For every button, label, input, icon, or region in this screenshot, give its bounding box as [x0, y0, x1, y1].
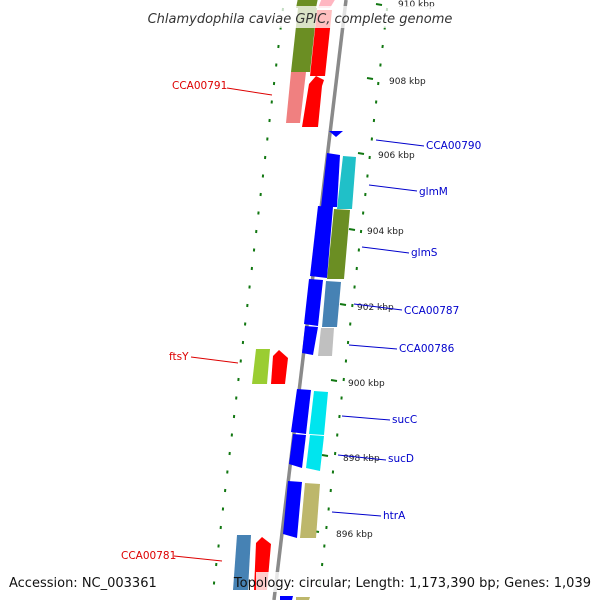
gene-block-bottom-blue[interactable] [280, 596, 293, 600]
scale-label: 902 kbp [357, 303, 394, 313]
leader-line [331, 511, 382, 517]
map-title: Chlamydophila caviae GPIC, complete geno… [148, 12, 453, 27]
major-tick-mark [339, 303, 347, 306]
footer-backdrop-left [4, 572, 160, 592]
major-tick-mark [366, 77, 374, 80]
gene-block-sucD[interactable] [289, 434, 306, 468]
gene-labels: CCA00791 CCA00790 glmM glmS CCA00787 CCA… [121, 80, 481, 562]
leader-line [348, 344, 398, 350]
gene-block-sucD-product[interactable] [306, 435, 324, 471]
topology-text: Topology: circular; Length: 1,173,390 bp… [233, 576, 591, 591]
gene-label-cca00781[interactable]: CCA00781 [121, 550, 176, 562]
title-backdrop [138, 6, 464, 28]
gene-block-sucC-product[interactable] [309, 391, 328, 435]
gene-features [233, 0, 356, 600]
gene-block-glmS[interactable] [310, 206, 333, 278]
gene-block-glmS-product[interactable] [327, 209, 350, 279]
major-tick-mark [348, 228, 356, 231]
gene-block-cca00786-product[interactable] [318, 328, 334, 356]
gene-block-cca00787[interactable] [304, 279, 323, 326]
scale-label: 904 kbp [367, 227, 404, 237]
gene-block-cca00787-product[interactable] [322, 281, 341, 327]
gene-block-salmon[interactable] [286, 72, 306, 123]
gene-label-ftsY[interactable]: ftsY [169, 351, 189, 363]
gene-label-cca00786[interactable]: CCA00786 [399, 343, 455, 355]
scale-labels: 910 kbp 908 kbp 906 kbp 904 kbp 902 kbp … [336, 0, 435, 540]
leader-line [190, 356, 239, 364]
leader-line [226, 87, 273, 96]
major-tick-mark [321, 454, 329, 457]
gene-leader-lines [173, 87, 425, 562]
scale-label: 906 kbp [378, 151, 415, 161]
scale-label: 900 kbp [348, 379, 385, 389]
footer-backdrop-right [256, 572, 596, 592]
scale-label: 910 kbp [398, 0, 435, 10]
gene-block-ftsY[interactable] [271, 350, 288, 384]
gene-label-cca00787[interactable]: CCA00787 [404, 305, 459, 317]
gene-block-glmM-product[interactable] [337, 156, 356, 209]
leader-line [375, 139, 425, 147]
gene-block-glmM[interactable] [321, 153, 340, 207]
leader-line [368, 184, 418, 192]
scale-label: 896 kbp [336, 530, 373, 540]
gene-label-sucD[interactable]: sucD [388, 453, 414, 465]
gene-label-sucC[interactable]: sucC [392, 414, 417, 426]
scale-label: 898 kbp [343, 454, 380, 464]
scale-label: 908 kbp [389, 77, 426, 87]
major-tick-mark [357, 152, 365, 155]
tick-rails [212, 3, 389, 585]
leader-line [361, 246, 410, 254]
major-tick-mark [375, 3, 383, 6]
gene-block-htrA[interactable] [283, 481, 302, 538]
gene-block-sucC[interactable] [291, 389, 311, 434]
gene-label-glmM[interactable]: glmM [419, 186, 448, 198]
gene-block-ftsY-product[interactable] [252, 349, 270, 384]
gene-label-cca00791[interactable]: CCA00791 [172, 80, 227, 92]
leader-line [353, 303, 403, 311]
gene-block-cca00781-product[interactable] [233, 535, 251, 590]
leader-line [337, 454, 387, 461]
leader-line [341, 415, 391, 421]
gene-arrow-cca00790[interactable] [329, 131, 343, 137]
leader-line [173, 555, 223, 562]
gene-block-cca00786[interactable] [302, 326, 318, 355]
major-tick-mark [330, 379, 338, 382]
gene-block-bottom-tan[interactable] [296, 597, 310, 600]
accession-text: Accession: NC_003361 [9, 576, 157, 591]
gene-label-htrA[interactable]: htrA [383, 510, 406, 522]
gene-block-htrA-product[interactable] [300, 483, 320, 538]
gene-block-red-arrow[interactable] [302, 76, 324, 127]
gene-label-glmS[interactable]: glmS [411, 247, 438, 259]
gene-label-cca00790[interactable]: CCA00790 [426, 140, 481, 152]
